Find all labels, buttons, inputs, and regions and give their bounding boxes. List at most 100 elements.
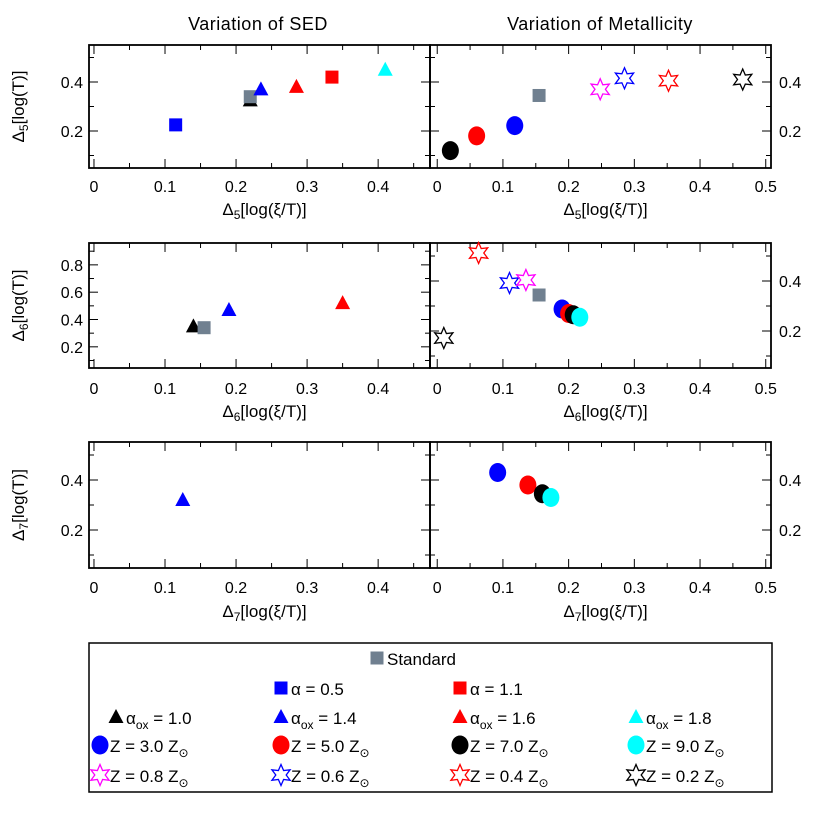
point-ox14 bbox=[221, 301, 237, 316]
y-tick-label: 0.2 bbox=[779, 324, 801, 341]
point-std bbox=[532, 288, 546, 302]
legend-item-z06: Z = 0.6 Z⊙​ bbox=[270, 762, 370, 790]
panel-r1-c1: 0 0.1 0.2 0.3 0.4 0.5 0.2 0.4 Δ6[log(ξ/T)] bbox=[429, 240, 801, 424]
y-tick-label: 0.2 bbox=[779, 124, 801, 141]
legend-item-ox14: αox​ = 1.4 bbox=[273, 709, 357, 732]
y-axis-label: Δ5[log(T)] bbox=[9, 71, 31, 143]
plot-frame bbox=[429, 441, 772, 569]
y-axis-label: Δ7[log(T)] bbox=[9, 469, 31, 541]
y-tick-label: 0.2 bbox=[61, 340, 83, 357]
x-tick-label: 0 bbox=[433, 179, 442, 196]
point-a05 bbox=[169, 118, 183, 132]
y-axis-label: Δ6[log(T)] bbox=[9, 270, 31, 342]
x-tick-label: 0.3 bbox=[623, 179, 645, 196]
point-z90 bbox=[542, 488, 560, 507]
legend-frame bbox=[88, 642, 773, 793]
legend-item-z04: Z = 0.4 Z⊙​ bbox=[449, 762, 549, 790]
legend-item-ox10: αox​ = 1.0 bbox=[108, 709, 192, 732]
x-tick-label: 0.1 bbox=[492, 381, 514, 398]
point-z50 bbox=[468, 126, 486, 146]
legend-label-a05: α = 0.5 bbox=[291, 680, 344, 699]
panels: 0 0.1 0.2 0.3 0.4 0.2 0.4 Δ5[log(ξ/T)] Δ5[log(T)… bbox=[9, 44, 801, 624]
x-tick-label: 0.2 bbox=[225, 580, 247, 597]
x-tick-label: 0.4 bbox=[689, 179, 711, 196]
x-tick-label: 0 bbox=[433, 381, 442, 398]
y-tick-label: 0.4 bbox=[61, 473, 83, 490]
legend-label-a11: α = 1.1 bbox=[470, 680, 523, 699]
legend-marker-z02 bbox=[625, 762, 647, 788]
x-tick-label: 0.3 bbox=[623, 381, 645, 398]
plot-frame bbox=[88, 44, 431, 169]
x-axis-label: Δ5[log(ξ/T)] bbox=[222, 200, 306, 222]
legend-label-z02: Z = 0.2 Z⊙​ bbox=[646, 767, 725, 790]
legend-label-std: Standard bbox=[387, 650, 456, 669]
y-tick-label: 0.4 bbox=[779, 75, 801, 92]
legend-marker-z30 bbox=[91, 735, 109, 755]
y-tick-label: 0.6 bbox=[61, 285, 83, 302]
panel-r2-c0: 0 0.1 0.2 0.3 0.4 0.2 0.4 Δ7[log(ξ/T)] Δ7[log(T)… bbox=[9, 441, 431, 624]
legend-item-a11: α = 1.1 bbox=[453, 680, 523, 699]
legend-marker-z08 bbox=[89, 762, 111, 788]
point-ox10 bbox=[185, 318, 201, 333]
y-tick-label: 0.4 bbox=[779, 274, 801, 291]
x-tick-label: 0.5 bbox=[755, 580, 777, 597]
legend-item-ox16: αox​ = 1.6 bbox=[452, 709, 536, 732]
legend-label-z70: Z = 7.0 Z⊙​ bbox=[470, 737, 549, 760]
panel-r0-c0: 0 0.1 0.2 0.3 0.4 0.2 0.4 Δ5[log(ξ/T)] Δ5[log(T)… bbox=[9, 44, 431, 222]
x-tick-label: 0.4 bbox=[367, 381, 389, 398]
point-z06 bbox=[613, 66, 636, 91]
legend-label-z06: Z = 0.6 Z⊙​ bbox=[291, 767, 370, 790]
x-tick-label: 0.4 bbox=[367, 179, 389, 196]
point-z04 bbox=[468, 240, 490, 266]
legend-item-z30: Z = 3.0 Z⊙​ bbox=[91, 735, 189, 760]
legend-label-ox14: αox​ = 1.4 bbox=[291, 709, 357, 732]
x-axis-label: Δ5[log(ξ/T)] bbox=[563, 200, 647, 222]
point-z30 bbox=[506, 116, 524, 136]
y-tick-label: 0.4 bbox=[61, 313, 83, 330]
point-z08 bbox=[589, 77, 611, 102]
point-z02 bbox=[433, 325, 455, 351]
point-std bbox=[532, 88, 546, 102]
legend-item-a05: α = 0.5 bbox=[274, 680, 344, 699]
legend-item-z70: Z = 7.0 Z⊙​ bbox=[451, 735, 549, 760]
point-ox16 bbox=[288, 78, 304, 93]
legend-item-z08: Z = 0.8 Z⊙​ bbox=[89, 762, 189, 790]
plot-frame bbox=[88, 441, 431, 569]
legend: Standard α = 0.5 α = 1.1 αox​ = 1.0 αox​ = 1… bbox=[88, 642, 773, 793]
point-ox14 bbox=[175, 492, 191, 506]
point-std bbox=[243, 90, 257, 104]
legend-label-z50: Z = 5.0 Z⊙​ bbox=[291, 737, 370, 760]
legend-marker-a11 bbox=[453, 681, 467, 695]
point-z06 bbox=[498, 270, 521, 296]
plot-frame bbox=[88, 242, 431, 369]
y-tick-label: 0.4 bbox=[61, 75, 83, 92]
legend-label-z04: Z = 0.4 Z⊙​ bbox=[470, 767, 549, 790]
legend-marker-ox16 bbox=[452, 709, 468, 723]
x-tick-label: 0.2 bbox=[225, 381, 247, 398]
x-tick-label: 0.3 bbox=[296, 179, 318, 196]
point-z08 bbox=[515, 267, 537, 293]
legend-label-ox10: αox​ = 1.0 bbox=[126, 709, 192, 732]
legend-label-z30: Z = 3.0 Z⊙​ bbox=[110, 737, 189, 760]
y-tick-label: 0.2 bbox=[779, 523, 801, 540]
panel-r2-c1: 0 0.1 0.2 0.3 0.4 0.5 0.2 0.4 Δ7[log(ξ/T)] bbox=[429, 441, 801, 624]
legend-marker-ox18 bbox=[628, 709, 644, 723]
point-ox16 bbox=[335, 295, 351, 310]
panel-r0-c1: 0 0.1 0.2 0.3 0.4 0.5 0.2 0.4 Δ5[log(ξ/T)] bbox=[429, 44, 801, 222]
point-ox18 bbox=[377, 61, 393, 76]
x-axis-label: Δ7[log(ξ/T)] bbox=[222, 602, 306, 624]
x-tick-label: 0.1 bbox=[492, 580, 514, 597]
legend-marker-std bbox=[370, 651, 384, 665]
point-z30 bbox=[489, 463, 507, 482]
legend-marker-a05 bbox=[274, 681, 288, 695]
x-tick-label: 0 bbox=[433, 580, 442, 597]
x-tick-label: 0.1 bbox=[154, 580, 176, 597]
x-tick-label: 0.4 bbox=[689, 381, 711, 398]
legend-marker-z50 bbox=[272, 735, 290, 755]
point-a11 bbox=[325, 70, 339, 84]
title-metallicity: Variation of Metallicity bbox=[507, 14, 693, 34]
legend-marker-z04 bbox=[449, 762, 471, 788]
y-tick-label: 0.8 bbox=[61, 258, 83, 275]
legend-marker-z06 bbox=[270, 762, 292, 788]
